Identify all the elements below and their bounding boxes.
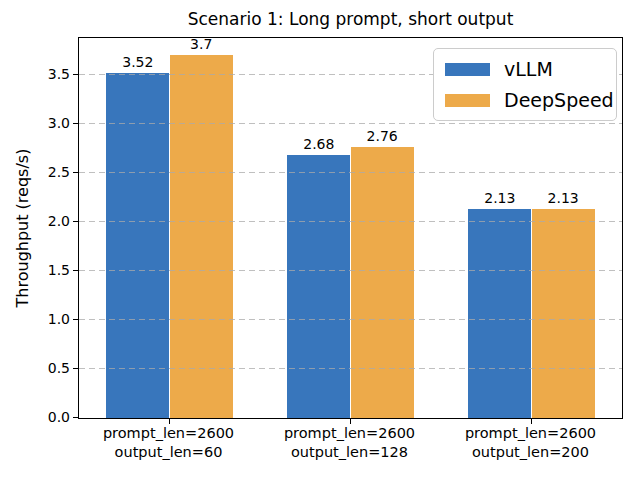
vllm-legend-swatch [445, 63, 490, 76]
bar-value-label: 2.13 [548, 190, 579, 206]
bar-value-label: 2.13 [484, 190, 515, 206]
legend: vLLM DeepSpeed [433, 48, 617, 121]
y-tick-label: 0.5 [0, 360, 70, 376]
y-tick-label: 3.0 [0, 115, 70, 131]
deepspeed-bar [170, 55, 233, 418]
deepspeed-bar [532, 209, 595, 418]
bar-value-label: 2.76 [367, 128, 398, 144]
legend-item-deepspeed: DeepSpeed [445, 88, 605, 112]
vllm-bar [106, 73, 169, 418]
deepspeed-legend-label: DeepSpeed [504, 88, 614, 112]
y-tick-label: 1.5 [0, 262, 70, 278]
x-tick-label: prompt_len=2600 output_len=128 [284, 424, 415, 462]
y-tick-label: 0.0 [0, 409, 70, 425]
vllm-bar [468, 209, 531, 418]
y-tick-mark [73, 417, 78, 418]
y-tick-mark [73, 172, 78, 173]
bar-chart-figure: Scenario 1: Long prompt, short output Th… [0, 0, 640, 480]
x-tick-label: prompt_len=2600 output_len=60 [103, 424, 234, 462]
bar-value-label: 2.68 [303, 136, 334, 152]
y-tick-mark [73, 123, 78, 124]
deepspeed-legend-swatch [445, 94, 490, 107]
y-tick-mark [73, 74, 78, 75]
deepspeed-bar [351, 147, 414, 418]
legend-item-vllm: vLLM [445, 57, 605, 81]
x-tick-label: prompt_len=2600 output_len=200 [465, 424, 596, 462]
y-tick-label: 2.0 [0, 213, 70, 229]
chart-title: Scenario 1: Long prompt, short output [78, 9, 623, 29]
y-tick-mark [73, 368, 78, 369]
y-tick-mark [73, 270, 78, 271]
bar-value-label: 3.52 [122, 54, 153, 70]
y-tick-mark [73, 221, 78, 222]
y-tick-label: 2.5 [0, 164, 70, 180]
y-tick-label: 3.5 [0, 66, 70, 82]
y-tick-label: 1.0 [0, 311, 70, 327]
bar-value-label: 3.7 [190, 36, 212, 52]
vllm-bar [287, 155, 350, 418]
y-tick-mark [73, 319, 78, 320]
vllm-legend-label: vLLM [504, 57, 553, 81]
